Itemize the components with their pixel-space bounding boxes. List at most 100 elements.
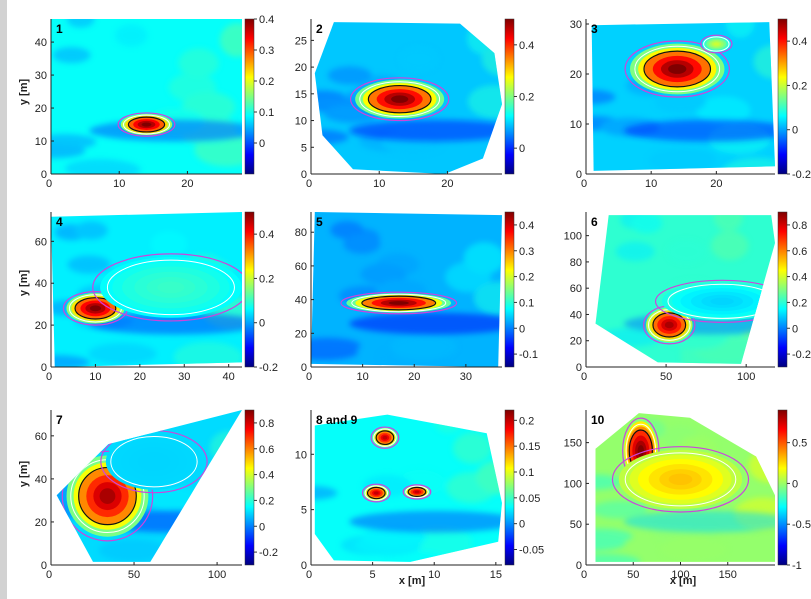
chart-panel-5: 0 20 40 60 80 0 10 20 30 5 -0.1 0 0.1 0.2 0.3 0.4 (295, 211, 538, 383)
x-tick-label: 10 (428, 569, 440, 581)
y-axis-label: y [m] (18, 461, 30, 488)
colorbar-tick-label: 0 (519, 519, 525, 531)
contour-outer (370, 426, 400, 449)
contour-mid (106, 259, 235, 316)
anomaly-level (144, 456, 164, 468)
colorbar-tick-label: -0.2 (259, 362, 278, 374)
x-tick-label: 0 (581, 569, 587, 581)
field-patch (188, 502, 243, 535)
colorbar-tick-label: 0.4 (519, 40, 534, 52)
anomaly (624, 40, 730, 98)
x-tick-label: 0 (306, 371, 312, 383)
contour-inner (367, 84, 432, 114)
x-tick-label: 50 (627, 569, 639, 581)
chart-panel-3: 0 10 20 30 0 10 20 3 -0.2 0 0.2 0.4 (570, 18, 811, 190)
panel-title: 5 (316, 215, 323, 229)
field-patch (595, 474, 622, 490)
y-tick-label: 0 (576, 560, 582, 572)
colorbar-tick-label: 0.1 (519, 297, 534, 309)
field-patch (327, 66, 372, 85)
anomaly (361, 483, 391, 503)
panel-title: 1 (56, 22, 63, 36)
y-tick-label: 15 (295, 89, 307, 101)
background-texture (311, 221, 502, 367)
x-tick-label: 100 (671, 569, 689, 581)
y-tick-label: 30 (35, 70, 47, 82)
y-tick-label: 20 (295, 62, 307, 74)
x-tick-label: 100 (208, 569, 226, 581)
colorbar-tick-label: -0.2 (792, 169, 811, 181)
y-tick-label: 20 (35, 103, 47, 115)
contour-mid (405, 485, 429, 499)
contour-mid (703, 36, 730, 52)
colorbar-tick-label: 0.1 (259, 107, 274, 119)
contour-inner (127, 116, 166, 133)
contour-outer (361, 483, 391, 503)
contour-mid (122, 114, 171, 135)
x-tick-label: 0 (581, 371, 587, 383)
colorbar-tick-label: 0 (259, 138, 265, 150)
anomaly-level (382, 435, 388, 440)
colorbar-tick-label: 0.5 (792, 438, 807, 450)
field-patch (595, 500, 648, 519)
colorbar (244, 211, 255, 368)
panel-title: 8 and 9 (316, 413, 358, 427)
anomaly (402, 484, 432, 500)
y-tick-label: 40 (570, 309, 582, 321)
window-edge (0, 0, 7, 599)
contour-outer (654, 279, 775, 323)
colorbar-tick-label: 0 (519, 323, 525, 335)
contour-outer (700, 34, 733, 54)
y-tick-label: 40 (35, 474, 47, 486)
anomaly (117, 112, 176, 137)
anomaly-level (414, 490, 420, 494)
colorbar-tick-label: 0 (519, 143, 525, 155)
colorbar (504, 211, 515, 368)
y-tick-label: 100 (564, 231, 582, 243)
field-patch (74, 221, 108, 240)
x-tick-label: 30 (178, 371, 190, 383)
field-patch (623, 510, 775, 533)
colorbar-tick-label: 0.6 (792, 246, 807, 258)
chart-panel-7: 0 20 40 60 0 50 100 7 -0.2 0 0.2 0.4 0.6 0.8 (35, 409, 278, 581)
y-tick-label: 0 (41, 560, 47, 572)
colorbar (777, 18, 788, 175)
heatmap-field (311, 212, 502, 367)
field-patch (56, 436, 81, 453)
anomaly-level (713, 42, 720, 46)
field-patch (219, 23, 242, 57)
y-tick-label: 20 (35, 517, 47, 529)
x-tick-label: 10 (113, 178, 125, 190)
field-patch (595, 536, 626, 551)
chart-panel-8: 0 5 10 0 5 10 15 8 and 9 -0.05 0 0.05 0.1 0.15 0.2 (295, 409, 544, 581)
y-tick-label: 40 (35, 278, 47, 290)
x-tick-label: 0 (581, 178, 587, 190)
field-patch (473, 281, 502, 316)
colorbar-tick-label: 0 (259, 521, 265, 533)
field-patch (51, 144, 86, 159)
x-tick-label: 10 (89, 371, 101, 383)
colorbar-tick-label: 0.2 (519, 92, 534, 104)
field-patch (591, 89, 616, 105)
heatmap-field (51, 212, 242, 367)
x-tick-label: 10 (373, 178, 385, 190)
colorbar-tick-label: 0.3 (259, 45, 274, 57)
colorbar-tick-label: 0 (792, 478, 798, 490)
colorbar-tick-label: 0.4 (519, 220, 534, 232)
contour-mid (624, 452, 737, 507)
field-patch (343, 234, 381, 254)
contour-mid (667, 283, 775, 319)
field-patch (150, 231, 188, 258)
colorbar-tick-label: -1 (792, 560, 802, 572)
anomaly (643, 305, 696, 345)
colorbar-tick-label: 0.15 (519, 441, 540, 453)
contour-mid (364, 485, 389, 501)
colorbar-tick-label: 0.2 (519, 415, 534, 427)
field-patch (314, 485, 338, 500)
anomaly-level (668, 473, 693, 486)
field-patch (467, 84, 502, 119)
colorbar-tick-label: 0.2 (519, 272, 534, 284)
contour-outer (92, 253, 242, 322)
